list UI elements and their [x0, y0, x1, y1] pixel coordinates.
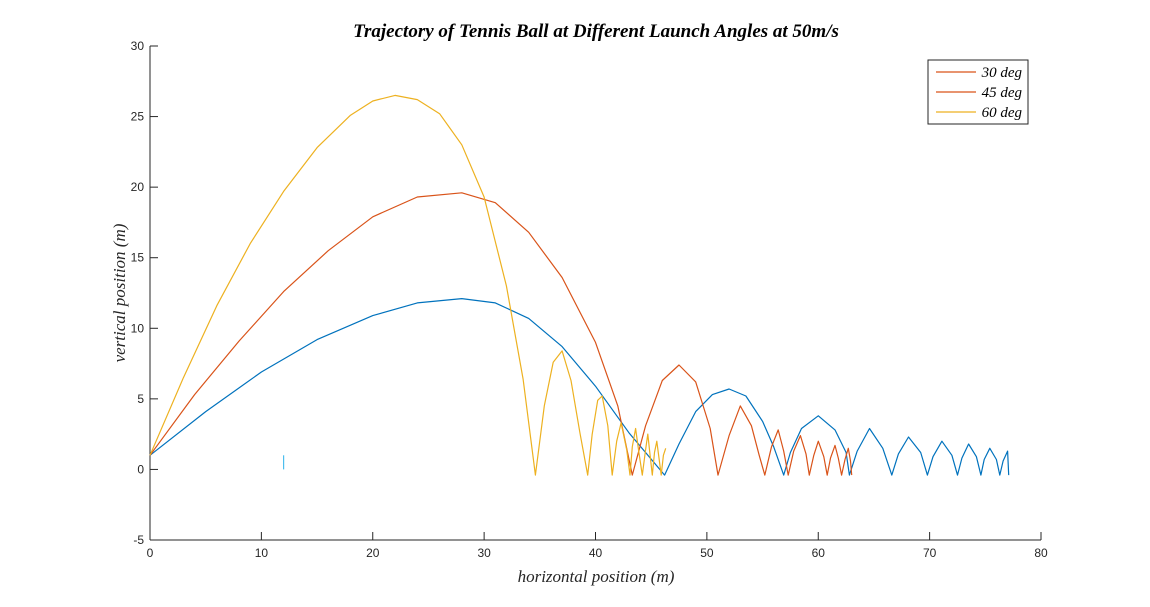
series-line-1 [149, 298, 1010, 476]
x-tick-label: 50 [700, 546, 714, 560]
x-tick-label: 60 [812, 546, 826, 560]
data-series [149, 94, 1010, 476]
y-tick-label: 20 [131, 180, 145, 194]
legend-label: 30 deg [981, 65, 1023, 81]
legend-label: 45 deg [982, 85, 1023, 101]
y-tick-label: 25 [131, 110, 145, 124]
x-axis-label: horizontal position (m) [518, 567, 675, 586]
x-tick-label: 80 [1034, 546, 1048, 560]
legend: 30 deg 45 deg 60 deg [927, 59, 1029, 125]
x-tick-label: 0 [147, 546, 154, 560]
y-tick-label: 5 [137, 392, 144, 406]
x-tick-label: 20 [366, 546, 380, 560]
y-tick-label: 15 [131, 251, 145, 265]
legend-label: 60 deg [982, 105, 1023, 121]
chart-title: Trajectory of Tennis Ball at Different L… [353, 21, 839, 42]
y-tick-label: 10 [131, 321, 145, 335]
y-tick-label: 0 [137, 462, 144, 476]
series-line-2 [149, 192, 853, 476]
y-axis-label: vertical position (m) [110, 223, 129, 362]
y-tick-label: -5 [133, 533, 144, 547]
x-tick-label: 40 [589, 546, 603, 560]
y-tick-label: 30 [131, 39, 145, 53]
x-tick-label: 70 [923, 546, 937, 560]
series-line-3 [149, 94, 667, 476]
x-tick-label: 10 [255, 546, 269, 560]
x-tick-label: 30 [477, 546, 491, 560]
